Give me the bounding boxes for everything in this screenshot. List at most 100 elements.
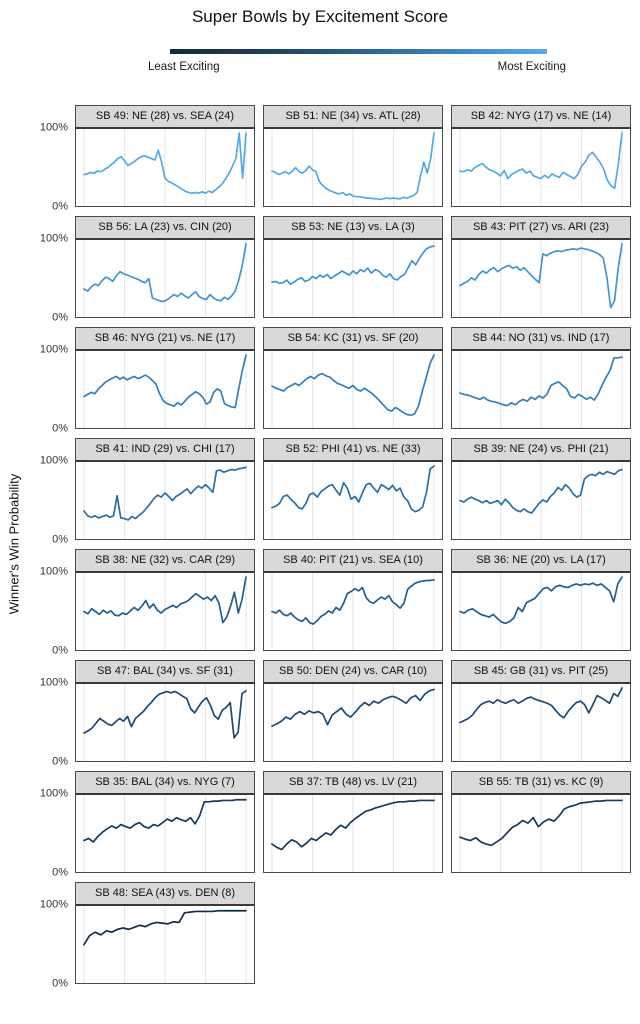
y-tick-100: 100%	[39, 454, 68, 467]
win-probability-line	[271, 353, 435, 416]
facet-plot-area	[263, 128, 443, 207]
facet-title: SB 35: BAL (34) vs. NYG (7)	[75, 771, 255, 795]
facet-panel: SB 50: DEN (24) vs. CAR (10)	[263, 660, 443, 762]
facet-plot-area	[263, 350, 443, 429]
facet-row: 100% 0% SB 48: SEA (43) vs. DEN (8)	[0, 882, 640, 990]
facet-panel: SB 54: KC (31) vs. SF (20)	[263, 327, 443, 429]
win-probability-chart	[83, 683, 247, 761]
facet-panel: SB 44: NO (31) vs. IND (17)	[451, 327, 631, 429]
facet-panel: SB 55: TB (31) vs. KC (9)	[451, 771, 631, 873]
facet-title: SB 41: IND (29) vs. CHI (17)	[75, 438, 255, 462]
facet-title: SB 53: NE (13) vs. LA (3)	[263, 216, 443, 240]
facet-plot-area	[263, 683, 443, 762]
win-probability-chart	[459, 794, 623, 872]
win-probability-line	[459, 799, 623, 846]
win-probability-chart	[271, 461, 435, 539]
y-tick-0: 0%	[52, 644, 68, 657]
facet-panel: SB 40: PIT (21) vs. SEA (10)	[263, 549, 443, 651]
facet-panel: SB 48: SEA (43) vs. DEN (8)	[75, 882, 255, 984]
win-probability-chart	[271, 128, 435, 206]
facet-plot-area	[75, 683, 255, 762]
facet-panel: SB 36: NE (20) vs. LA (17)	[451, 549, 631, 651]
win-probability-chart	[459, 239, 623, 317]
facet-title: SB 38: NE (32) vs. CAR (29)	[75, 549, 255, 573]
y-tick-0: 0%	[52, 422, 68, 435]
facet-plot-area	[263, 572, 443, 651]
win-probability-line	[459, 686, 623, 724]
y-axis-ticks: 100% 0%	[0, 660, 75, 768]
win-probability-line	[83, 353, 247, 409]
facet-plot-area	[263, 794, 443, 873]
win-probability-line	[459, 131, 623, 190]
win-probability-line	[271, 131, 435, 201]
facet-title: SB 40: PIT (21) vs. SEA (10)	[263, 549, 443, 573]
facet-panel: SB 53: NE (13) vs. LA (3)	[263, 216, 443, 318]
win-probability-chart	[271, 572, 435, 650]
win-probability-chart	[271, 683, 435, 761]
win-probability-line	[83, 909, 247, 946]
facet-row: 100% 0% SB 47: BAL (34) vs. SF (31) SB 50…	[0, 660, 640, 768]
y-tick-100: 100%	[39, 787, 68, 800]
win-probability-line	[459, 356, 623, 407]
y-tick-100: 100%	[39, 232, 68, 245]
y-tick-0: 0%	[52, 866, 68, 879]
facet-plot-area	[451, 461, 631, 540]
win-probability-chart	[83, 128, 247, 206]
facet-title: SB 51: NE (34) vs. ATL (28)	[263, 105, 443, 129]
y-tick-100: 100%	[39, 565, 68, 578]
win-probability-line	[271, 245, 435, 285]
y-axis-ticks: 100% 0%	[0, 882, 75, 990]
facet-title: SB 44: NO (31) vs. IND (17)	[451, 327, 631, 351]
facet-panel: SB 46: NYG (21) vs. NE (17)	[75, 327, 255, 429]
y-tick-100: 100%	[39, 121, 68, 134]
facet-row: 100% 0% SB 49: NE (28) vs. SEA (24) SB 51…	[0, 105, 640, 212]
win-probability-line	[271, 578, 435, 625]
facet-title: SB 50: DEN (24) vs. CAR (10)	[263, 660, 443, 684]
facet-panel: SB 43: PIT (27) vs. ARI (23)	[451, 216, 631, 318]
y-tick-0: 0%	[52, 977, 68, 990]
facet-panel: SB 37: TB (48) vs. LV (21)	[263, 771, 443, 873]
y-tick-100: 100%	[39, 343, 68, 356]
win-probability-line	[271, 799, 435, 851]
facet-plot-area	[75, 350, 255, 429]
facet-plot-area	[451, 239, 631, 318]
facet-title: SB 49: NE (28) vs. SEA (24)	[75, 105, 255, 129]
win-probability-line	[271, 688, 435, 727]
facet-plot-area	[451, 683, 631, 762]
facet-title: SB 52: PHI (41) vs. NE (33)	[263, 438, 443, 462]
win-probability-chart	[83, 239, 247, 317]
facet-row: 100% 0% SB 56: LA (23) vs. CIN (20) SB 53…	[0, 216, 640, 323]
win-probability-chart	[83, 572, 247, 650]
facet-title: SB 39: NE (24) vs. PHI (21)	[451, 438, 631, 462]
facet-plot-area	[451, 350, 631, 429]
facet-panel: SB 56: LA (23) vs. CIN (20)	[75, 216, 255, 318]
legend-most-label: Most Exciting	[497, 61, 566, 73]
facet-title: SB 42: NYG (17) vs. NE (14)	[451, 105, 631, 129]
legend-least-label: Least Exciting	[148, 61, 220, 73]
facet-plot-area	[263, 461, 443, 540]
win-probability-line	[459, 575, 623, 624]
facet-plot-area	[75, 794, 255, 873]
win-probability-chart	[459, 461, 623, 539]
facet-plot-area	[263, 239, 443, 318]
y-axis-ticks: 100% 0%	[0, 771, 75, 879]
win-probability-chart	[459, 128, 623, 206]
facet-panel: SB 39: NE (24) vs. PHI (21)	[451, 438, 631, 540]
facet-plot-area	[451, 794, 631, 873]
win-probability-chart	[459, 683, 623, 761]
facet-title: SB 43: PIT (27) vs. ARI (23)	[451, 216, 631, 240]
legend-labels: Least Exciting Most Exciting	[148, 61, 566, 73]
facet-plot-area	[75, 461, 255, 540]
page-title: Super Bowls by Excitement Score	[191, 7, 449, 26]
facet-title: SB 54: KC (31) vs. SF (20)	[263, 327, 443, 351]
facet-panel: SB 47: BAL (34) vs. SF (31)	[75, 660, 255, 762]
facet-panel: SB 42: NYG (17) vs. NE (14)	[451, 105, 631, 207]
facet-plot-area	[75, 905, 255, 984]
facet-plot-area	[75, 239, 255, 318]
win-probability-chart	[459, 572, 623, 650]
win-probability-chart	[271, 350, 435, 428]
facet-row: 100% 0% SB 46: NYG (21) vs. NE (17) SB 54…	[0, 327, 640, 434]
y-axis-ticks: 100% 0%	[0, 438, 75, 546]
facet-panel: SB 52: PHI (41) vs. NE (33)	[263, 438, 443, 540]
win-probability-line	[459, 242, 623, 309]
